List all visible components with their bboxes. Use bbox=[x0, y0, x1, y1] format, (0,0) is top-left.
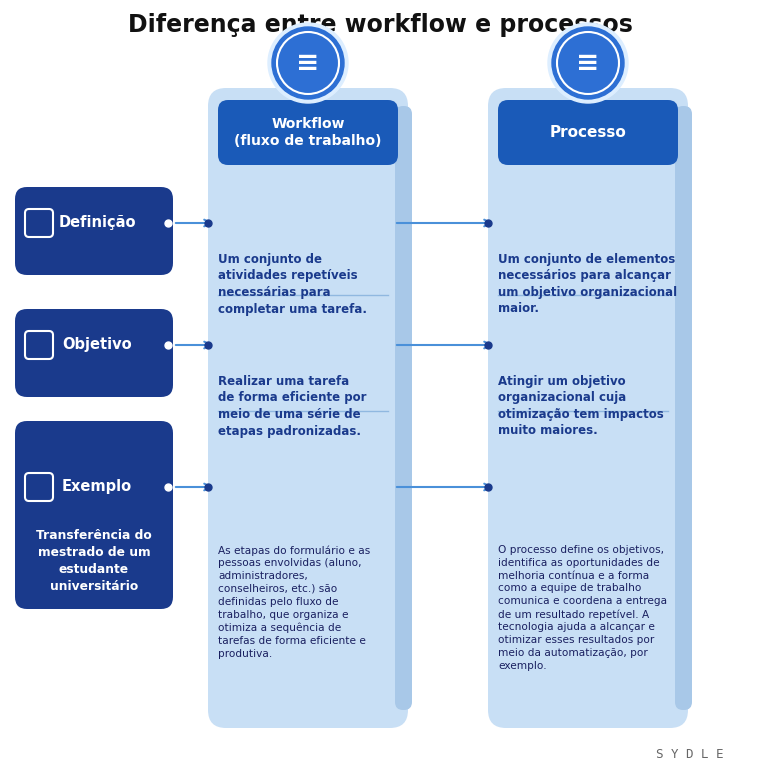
Text: Transferência do
mestrado de um
estudante
universitário: Transferência do mestrado de um estudant… bbox=[36, 529, 152, 593]
Text: As etapas do formulário e as
pessoas envolvidas (aluno,
administradores,
conselh: As etapas do formulário e as pessoas env… bbox=[218, 545, 370, 659]
Text: Processo: Processo bbox=[549, 125, 626, 140]
Text: Atingir um objetivo
organizacional cuja
otimização tem impactos
muito maiores.: Atingir um objetivo organizacional cuja … bbox=[498, 375, 663, 438]
FancyBboxPatch shape bbox=[488, 88, 688, 728]
Text: Definição: Definição bbox=[59, 215, 136, 230]
FancyBboxPatch shape bbox=[15, 421, 173, 609]
Circle shape bbox=[552, 27, 624, 99]
Circle shape bbox=[548, 23, 628, 103]
FancyBboxPatch shape bbox=[675, 106, 692, 710]
FancyBboxPatch shape bbox=[208, 88, 408, 728]
Text: Realizar uma tarefa
de forma eficiente por
meio de uma série de
etapas padroniza: Realizar uma tarefa de forma eficiente p… bbox=[218, 375, 366, 438]
Text: Diferença entre workflow e processos: Diferença entre workflow e processos bbox=[128, 13, 632, 37]
FancyBboxPatch shape bbox=[15, 309, 173, 397]
Text: ≡: ≡ bbox=[296, 49, 320, 77]
FancyBboxPatch shape bbox=[15, 187, 173, 275]
Text: Exemplo: Exemplo bbox=[62, 479, 132, 495]
Circle shape bbox=[268, 23, 348, 103]
Text: O processo define os objetivos,
identifica as oportunidades de
melhoria contínua: O processo define os objetivos, identifi… bbox=[498, 545, 667, 671]
Text: Workflow
(fluxo de trabalho): Workflow (fluxo de trabalho) bbox=[234, 117, 382, 148]
Text: Um conjunto de elementos
necessários para alcançar
um objetivo organizacional
ma: Um conjunto de elementos necessários par… bbox=[498, 253, 677, 316]
Text: ≡: ≡ bbox=[576, 49, 600, 77]
FancyBboxPatch shape bbox=[395, 106, 412, 710]
Circle shape bbox=[272, 27, 344, 99]
FancyBboxPatch shape bbox=[218, 100, 398, 165]
Text: S Y D L E: S Y D L E bbox=[656, 749, 724, 762]
FancyBboxPatch shape bbox=[498, 100, 678, 165]
Text: Um conjunto de
atividades repetíveis
necessárias para
completar uma tarefa.: Um conjunto de atividades repetíveis nec… bbox=[218, 253, 367, 316]
Text: Objetivo: Objetivo bbox=[62, 337, 131, 352]
